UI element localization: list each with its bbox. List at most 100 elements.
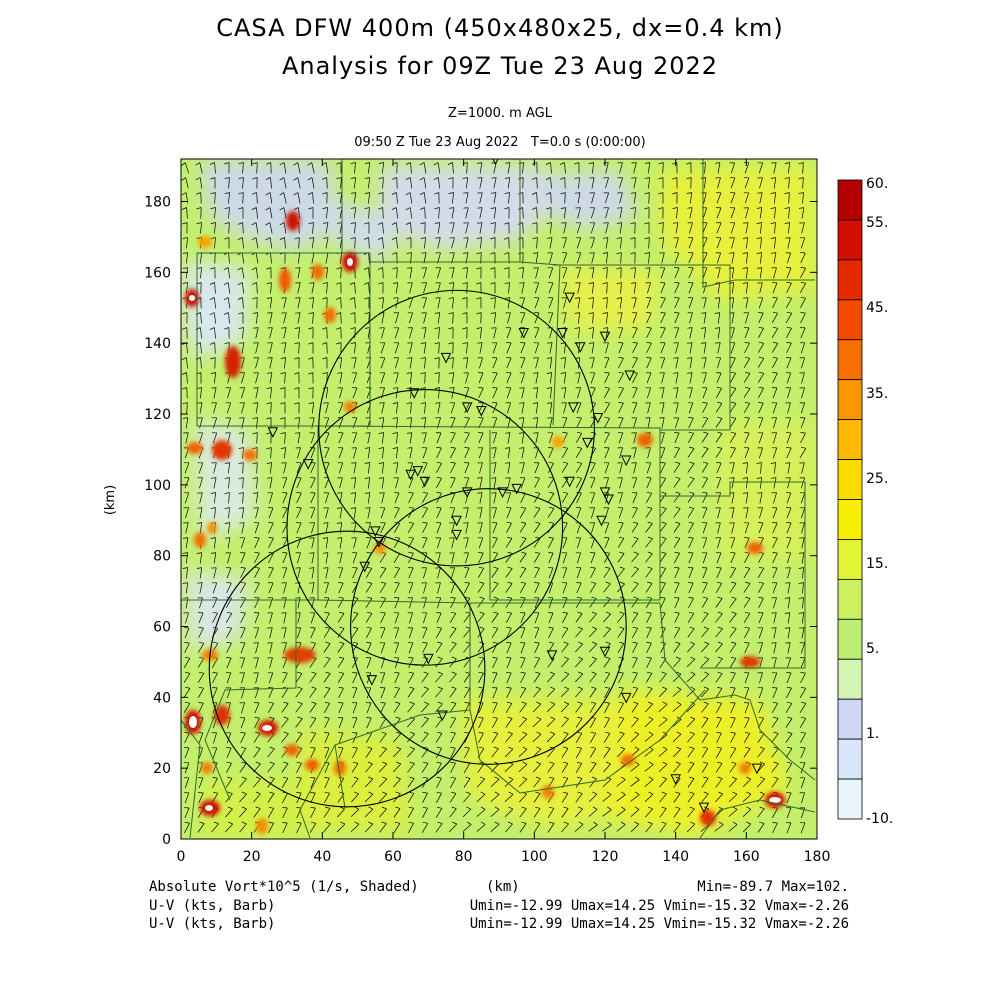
- colorbar-swatch: [837, 299, 863, 341]
- county-borders: [181, 159, 816, 839]
- x-tick-label: 40: [313, 849, 331, 865]
- y-axis: 0 20 40 60 80 100 120 140 160 180: [144, 195, 817, 848]
- colorbar-label: 1.: [866, 726, 879, 742]
- radar-site-marker: [557, 328, 568, 339]
- radar-site-marker: [451, 529, 462, 541]
- colorbar-label: -10.: [866, 811, 893, 827]
- radar-site-marker: [461, 402, 473, 414]
- radar-site-marker: [564, 292, 575, 304]
- y-tick-label: 80: [153, 549, 171, 565]
- radar-site-marker: [476, 405, 487, 417]
- colorbar-swatch: [837, 379, 863, 421]
- colorbar-label: 55.: [866, 215, 888, 231]
- colorbar-swatch: [837, 778, 863, 820]
- radar-site-marker: [419, 476, 431, 488]
- radar-site-marker: [582, 437, 593, 449]
- radar-range-rings: [208, 289, 627, 808]
- y-tick-label: 0: [162, 832, 171, 848]
- colorbar-swatch: [837, 738, 863, 780]
- range-ring: [208, 530, 486, 808]
- colorbar-swatch: [837, 698, 863, 740]
- radar-site-marker: [751, 763, 763, 775]
- radar-site-marker: [596, 515, 607, 527]
- radar-site-marker: [599, 331, 611, 343]
- radar-site-marker: [408, 388, 420, 399]
- radar-site-marker: [546, 650, 558, 661]
- y-axis-label: (km): [103, 485, 118, 515]
- radar-site-marker: [359, 561, 371, 573]
- time-subtitle: 09:50 Z Tue 23 Aug 2022 T=0.0 s (0:00:00…: [354, 135, 646, 150]
- colorbar-swatch: [837, 539, 863, 580]
- plot-frame: [180, 158, 818, 840]
- radar-sites: [267, 159, 763, 814]
- x-tick-label: 120: [592, 849, 619, 865]
- radar-site-marker: [366, 675, 378, 686]
- x-tick-label: 80: [455, 849, 473, 865]
- radar-site-marker: [373, 537, 385, 548]
- radar-site-marker: [511, 483, 522, 495]
- colorbar-label: 45.: [866, 300, 888, 316]
- footer-barb-label-2: U-V (kts, Barb): [149, 916, 275, 932]
- colorbar-swatch: [837, 419, 863, 460]
- colorbar-swatch: [837, 339, 863, 381]
- chart-title-line2: Analysis for 09Z Tue 23 Aug 2022: [281, 52, 719, 80]
- colorbar-swatch: [837, 179, 863, 221]
- radar-site-marker: [302, 459, 314, 470]
- radar-site-marker: [603, 494, 614, 506]
- y-tick-label: 120: [144, 407, 171, 423]
- footer-unit: (km): [486, 879, 520, 895]
- radar-site-marker: [592, 413, 604, 424]
- x-tick-label: 100: [521, 849, 548, 865]
- footer-minmax: Min=-89.7 Max=102.: [697, 879, 849, 895]
- y-tick-label: 60: [153, 620, 171, 636]
- colorbar-label: 15.: [866, 556, 888, 572]
- radar-site-marker: [412, 466, 424, 477]
- colorbar-swatch: [837, 618, 863, 660]
- colorbar-label: 25.: [866, 471, 888, 487]
- radar-site-marker: [567, 402, 579, 414]
- range-ring: [350, 488, 627, 765]
- colorbar-swatch: [837, 658, 863, 700]
- y-tick-label: 180: [144, 195, 171, 211]
- chart-title-line1: CASA DFW 400m (450x480x25, dx=0.4 km): [216, 14, 784, 42]
- x-tick-label: 160: [733, 849, 760, 865]
- level-subtitle: Z=1000. m AGL: [448, 106, 552, 121]
- x-tick-label: 0: [177, 849, 186, 865]
- colorbar-swatch: [837, 578, 863, 620]
- colorbar-swatch: [837, 219, 863, 261]
- y-tick-label: 160: [144, 265, 171, 281]
- radar-site-marker: [440, 352, 452, 364]
- y-tick-label: 140: [144, 336, 171, 352]
- vorticity-peaks: [189, 258, 781, 811]
- colorbar-swatch: [837, 259, 863, 301]
- footer-uv-range-2: Umin=-12.99 Umax=14.25 Vmin=-15.32 Vmax=…: [470, 916, 849, 932]
- radar-site-marker: [620, 455, 632, 467]
- colorbar-label: 60.: [866, 176, 888, 192]
- x-tick-label: 140: [662, 849, 689, 865]
- radar-site-marker: [599, 487, 611, 499]
- x-tick-label: 180: [804, 849, 831, 865]
- radar-site-marker: [497, 487, 508, 499]
- radar-site-marker: [461, 487, 473, 499]
- range-ring: [286, 388, 564, 666]
- x-tick-label: 60: [384, 849, 402, 865]
- plot-area: [181, 159, 817, 839]
- range-ring: [318, 289, 595, 567]
- radar-site-marker: [574, 342, 586, 353]
- radar-site-marker: [624, 370, 636, 382]
- x-axis: 0 20 40 60 80 100 120 140 160 180: [177, 159, 831, 865]
- x-tick-label: 20: [243, 849, 261, 865]
- footer: Absolute Vort*10^5 (1/s, Shaded) U-V (kt…: [149, 879, 849, 932]
- radar-site-marker: [599, 646, 611, 658]
- footer-field-label: Absolute Vort*10^5 (1/s, Shaded): [149, 879, 419, 895]
- footer-uv-range-1: Umin=-12.99 Umax=14.25 Vmin=-15.32 Vmax=…: [470, 898, 849, 914]
- colorbar-label: 5.: [866, 641, 879, 657]
- y-tick-label: 100: [144, 478, 171, 494]
- radar-site-marker: [423, 653, 434, 665]
- footer-barb-label-1: U-V (kts, Barb): [149, 898, 275, 914]
- colorbar-swatch: [837, 499, 863, 540]
- colorbar-swatch: [837, 459, 863, 500]
- radar-site-marker: [620, 692, 632, 704]
- radar-site-marker: [267, 427, 279, 438]
